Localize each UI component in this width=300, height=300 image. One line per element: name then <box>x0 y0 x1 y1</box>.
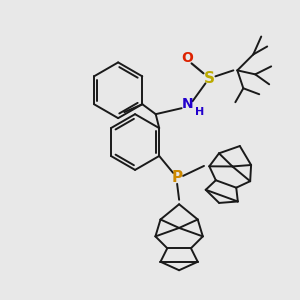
Text: H: H <box>195 107 204 117</box>
Text: N: N <box>182 97 194 111</box>
Text: O: O <box>182 51 194 65</box>
Text: P: P <box>172 170 183 185</box>
Text: S: S <box>204 71 215 86</box>
